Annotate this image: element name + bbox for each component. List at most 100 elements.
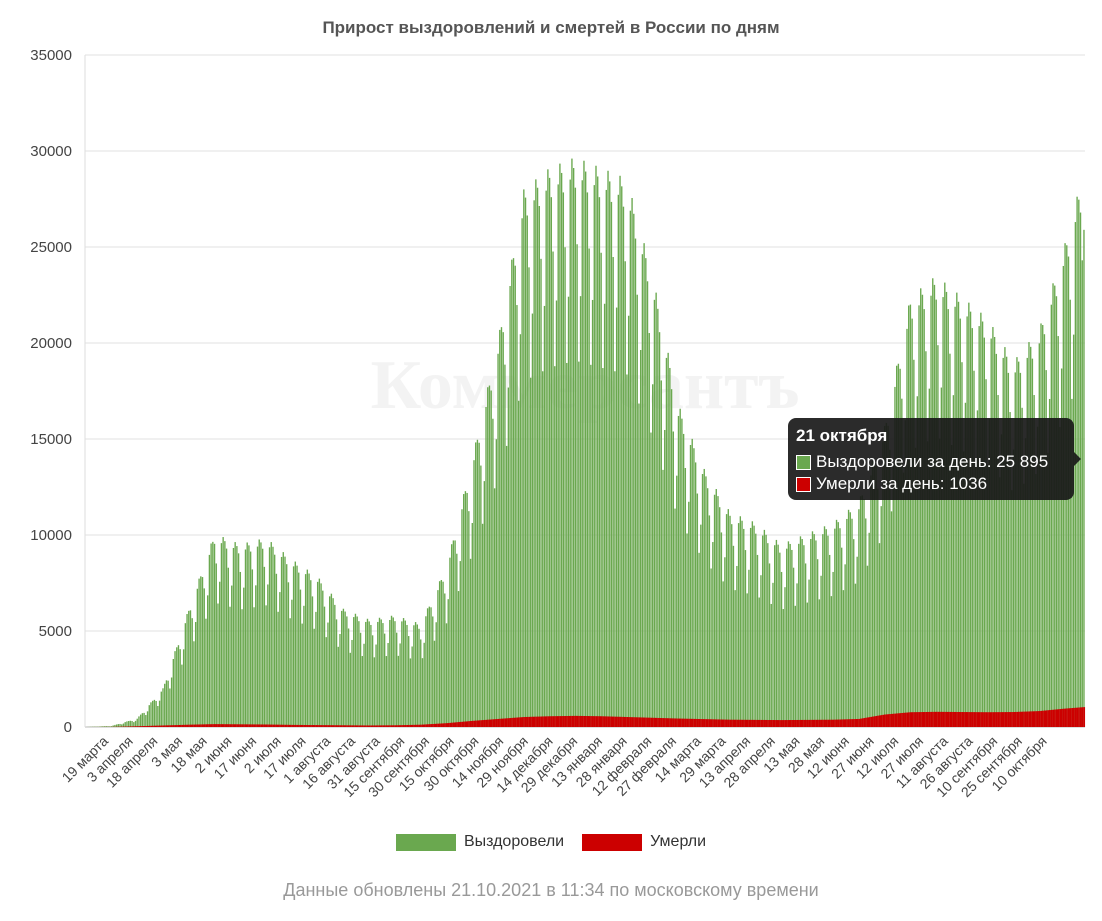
bar-recovered [438, 581, 441, 727]
bar-deaths [672, 718, 675, 727]
bar-deaths [224, 724, 226, 727]
bar-recovered [921, 294, 924, 727]
bar-deaths [322, 725, 324, 727]
bar-recovered [225, 548, 228, 727]
bar-recovered [1028, 342, 1030, 727]
bar-deaths [822, 719, 824, 727]
bar-deaths [181, 724, 183, 727]
bar-deaths [421, 724, 424, 727]
bar-recovered [708, 515, 711, 727]
bar-recovered [765, 534, 767, 727]
bar-deaths [981, 712, 984, 727]
bar-deaths [658, 717, 661, 727]
bar-deaths [662, 718, 665, 727]
bar-recovered [808, 579, 810, 727]
bar-recovered [875, 465, 877, 727]
bar-recovered [249, 551, 252, 727]
bar-deaths [841, 719, 843, 727]
bar-recovered [847, 509, 850, 727]
bar-deaths [930, 711, 933, 727]
bar-deaths [806, 719, 809, 727]
bar-recovered [1004, 347, 1006, 727]
bar-recovered [289, 618, 291, 727]
bar-recovered [299, 589, 302, 727]
bar-deaths [1069, 708, 1072, 727]
bar-recovered [222, 537, 224, 727]
bar-recovered [107, 726, 109, 727]
bar-recovered [301, 623, 303, 727]
bar-deaths [906, 712, 909, 727]
bar-recovered [1072, 334, 1075, 727]
bar-deaths [1007, 712, 1010, 727]
bar-recovered [784, 587, 786, 727]
bar-recovered [600, 252, 602, 727]
legend-item-deaths[interactable]: Умерли [582, 833, 706, 851]
bar-recovered [205, 618, 207, 727]
bar-deaths [213, 724, 216, 727]
bar-recovered [201, 577, 204, 727]
bar-deaths [942, 711, 945, 727]
bar-deaths [590, 716, 592, 727]
bar-recovered [373, 657, 376, 727]
bar-deaths [306, 725, 309, 727]
bar-deaths [1028, 711, 1031, 727]
bar-deaths [818, 719, 821, 727]
bar-deaths [378, 725, 381, 727]
bar-deaths [1024, 711, 1027, 727]
bar-deaths [227, 724, 230, 727]
bar-recovered [165, 680, 168, 727]
bar-recovered [514, 265, 516, 727]
bar-deaths [858, 718, 860, 727]
bar-deaths [660, 718, 663, 727]
bar-deaths [612, 716, 615, 727]
bar-deaths [751, 719, 754, 727]
bar-deaths [775, 720, 778, 727]
legend-item-recovered[interactable]: Выздоровели [395, 833, 564, 851]
bar-deaths [720, 719, 723, 727]
bar-deaths [816, 719, 819, 727]
bar-deaths [198, 724, 201, 727]
bar-recovered [339, 633, 341, 727]
bar-recovered [344, 611, 346, 727]
bar-deaths [150, 725, 153, 727]
bar-recovered [1083, 229, 1085, 727]
bar-deaths [890, 713, 893, 727]
bar-recovered [947, 309, 949, 727]
bar-deaths [377, 725, 379, 727]
bar-deaths [502, 718, 505, 727]
bar-deaths [241, 724, 244, 727]
bar-deaths [318, 725, 321, 727]
bar-recovered [944, 282, 946, 727]
bar-deaths [146, 725, 149, 727]
bar-deaths [794, 719, 797, 727]
bar-deaths [732, 719, 735, 727]
bar-recovered [186, 614, 188, 727]
bar-recovered [736, 565, 738, 727]
bar-deaths [780, 720, 783, 727]
bar-deaths [380, 725, 383, 727]
bar-recovered [150, 702, 152, 727]
bar-recovered [212, 541, 214, 727]
bar-deaths [143, 726, 146, 727]
bar-deaths [1042, 710, 1044, 727]
bar-deaths [533, 716, 536, 727]
bar-recovered [710, 568, 712, 727]
bar-recovered [914, 447, 917, 727]
bar-deaths [629, 717, 632, 727]
bar-deaths [365, 725, 367, 727]
bar-deaths [715, 719, 718, 727]
bar-recovered [1047, 452, 1049, 727]
bar-recovered [530, 377, 532, 727]
bar-deaths [626, 717, 629, 727]
bar-recovered [356, 616, 358, 727]
bar-deaths [765, 719, 768, 727]
bar-recovered [856, 556, 858, 727]
bar-deaths [792, 720, 795, 727]
bar-deaths [610, 716, 613, 727]
bar-deaths [844, 719, 847, 727]
bar-recovered [798, 543, 800, 727]
bar-recovered [873, 460, 876, 727]
bar-recovered [801, 539, 803, 727]
y-tick-label: 5000 [39, 623, 72, 640]
series-recovered [86, 158, 1085, 728]
